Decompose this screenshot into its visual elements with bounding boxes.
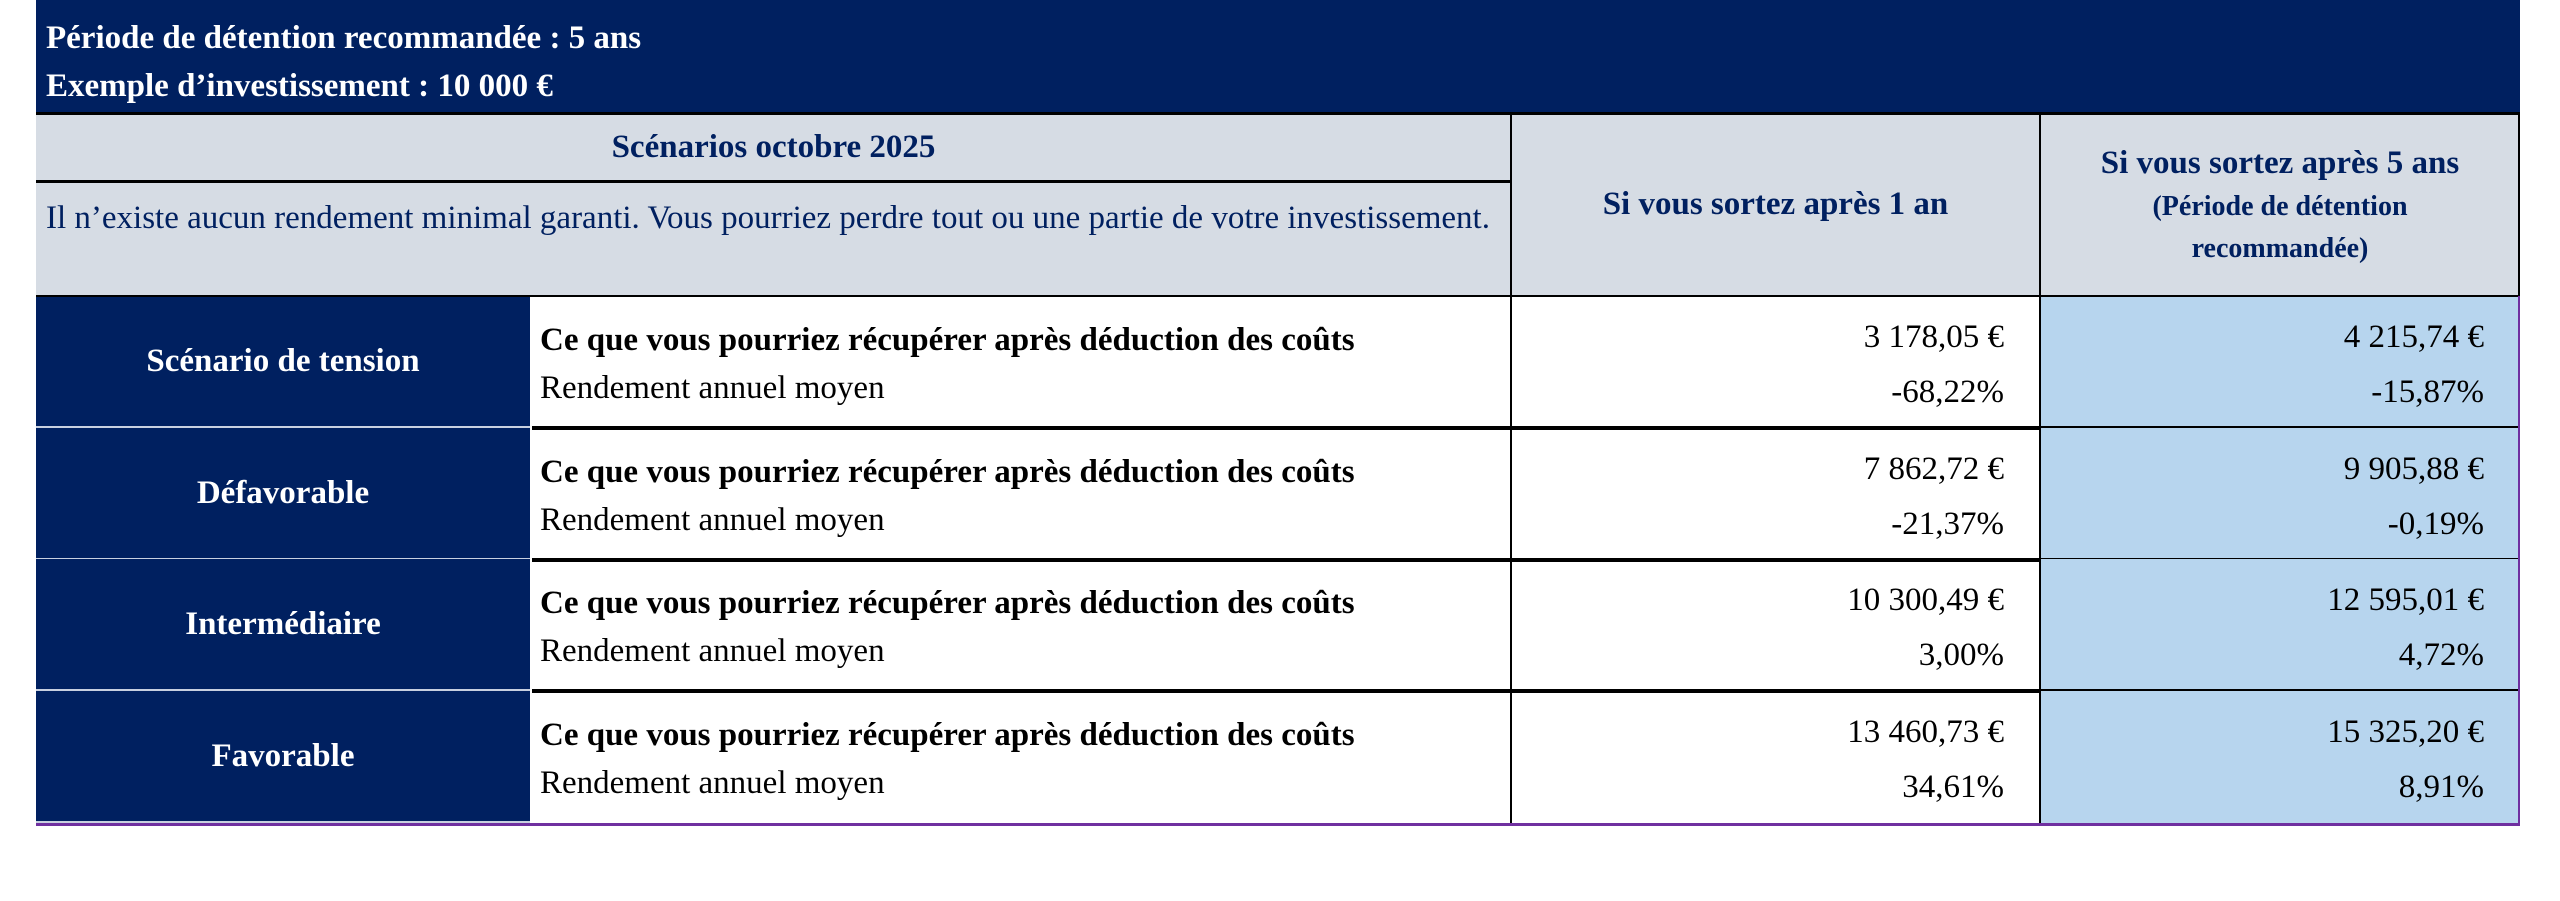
description-normal: Rendement annuel moyen [540, 370, 885, 406]
scenario-label: Favorable [36, 691, 530, 823]
scenario-description: Ce que vous pourriez récupérer après déd… [530, 296, 1511, 428]
description-normal: Rendement annuel moyen [540, 633, 885, 669]
no-guarantee-warning: Il n’existe aucun rendement minimal gara… [36, 181, 1511, 296]
divider [532, 558, 2520, 562]
value-5-years: 9 905,88 € -0,19% [2040, 428, 2520, 560]
return-5-years: 4,72% [2398, 637, 2484, 673]
description-normal: Rendement annuel moyen [540, 765, 885, 801]
description-bold: Ce que vous pourriez récupérer après déd… [540, 454, 1355, 490]
summary-header: Période de détention recommandée : 5 ans… [36, 0, 2520, 113]
value-1-year: 3 178,05 € -68,22% [1511, 296, 2040, 428]
amount-5-years: 4 215,74 € [2343, 319, 2484, 355]
divider [1510, 113, 1512, 823]
scenario-label: Intermédiaire [36, 559, 530, 691]
amount-1-year: 10 300,49 € [1847, 582, 2004, 618]
divider [532, 689, 2520, 693]
value-1-year: 13 460,73 € 34,61% [1511, 691, 2040, 823]
column-header-5-years-subtitle: (Période de détention recommandée) [2152, 190, 2408, 264]
column-header-1-year: Si vous sortez après 1 an [1511, 113, 2040, 296]
table-bottom-border [36, 823, 2520, 826]
amount-1-year: 3 178,05 € [1863, 319, 2004, 355]
return-1-year: -68,22% [1891, 374, 2004, 410]
column-header-5-years-title: Si vous sortez après 5 ans [2100, 144, 2460, 181]
scenario-label: Scénario de tension [36, 296, 530, 428]
scenario-description: Ce que vous pourriez récupérer après déd… [530, 559, 1511, 691]
value-5-years: 15 325,20 € 8,91% [2040, 691, 2520, 823]
value-1-year: 7 862,72 € -21,37% [1511, 428, 2040, 560]
scenarios-title: Scénarios octobre 2025 [36, 113, 1511, 181]
divider [36, 295, 2520, 297]
divider [36, 112, 2520, 115]
divider [36, 180, 1511, 183]
scenario-description: Ce que vous pourriez récupérer après déd… [530, 428, 1511, 560]
description-bold: Ce que vous pourriez récupérer après déd… [540, 585, 1355, 621]
amount-1-year: 13 460,73 € [1847, 714, 2004, 750]
description-bold: Ce que vous pourriez récupérer après déd… [540, 322, 1355, 358]
divider [532, 426, 2520, 430]
amount-5-years: 15 325,20 € [2327, 714, 2484, 750]
column-header-5-years: Si vous sortez après 5 ans (Période de d… [2040, 113, 2520, 296]
value-1-year: 10 300,49 € 3,00% [1511, 559, 2040, 691]
scenario-label: Défavorable [36, 428, 530, 560]
holding-period: Période de détention recommandée : 5 ans [46, 20, 642, 56]
scenario-description: Ce que vous pourriez récupérer après déd… [530, 691, 1511, 823]
return-1-year: 34,61% [1902, 769, 2004, 805]
return-5-years: -0,19% [2387, 506, 2484, 542]
amount-5-years: 9 905,88 € [2343, 451, 2484, 487]
return-1-year: -21,37% [1891, 506, 2004, 542]
description-bold: Ce que vous pourriez récupérer après déd… [540, 717, 1355, 753]
value-5-years: 4 215,74 € -15,87% [2040, 296, 2520, 428]
divider [2518, 113, 2520, 296]
amount-1-year: 7 862,72 € [1863, 451, 2004, 487]
return-1-year: 3,00% [1918, 637, 2004, 673]
description-normal: Rendement annuel moyen [540, 502, 885, 538]
return-5-years: 8,91% [2398, 769, 2484, 805]
table-right-border [2518, 296, 2520, 826]
amount-5-years: 12 595,01 € [2327, 582, 2484, 618]
investment-example: Exemple d’investissement : 10 000 € [46, 68, 553, 104]
divider [2039, 113, 2041, 823]
value-5-years: 12 595,01 € 4,72% [2040, 559, 2520, 691]
return-5-years: -15,87% [2371, 374, 2484, 410]
